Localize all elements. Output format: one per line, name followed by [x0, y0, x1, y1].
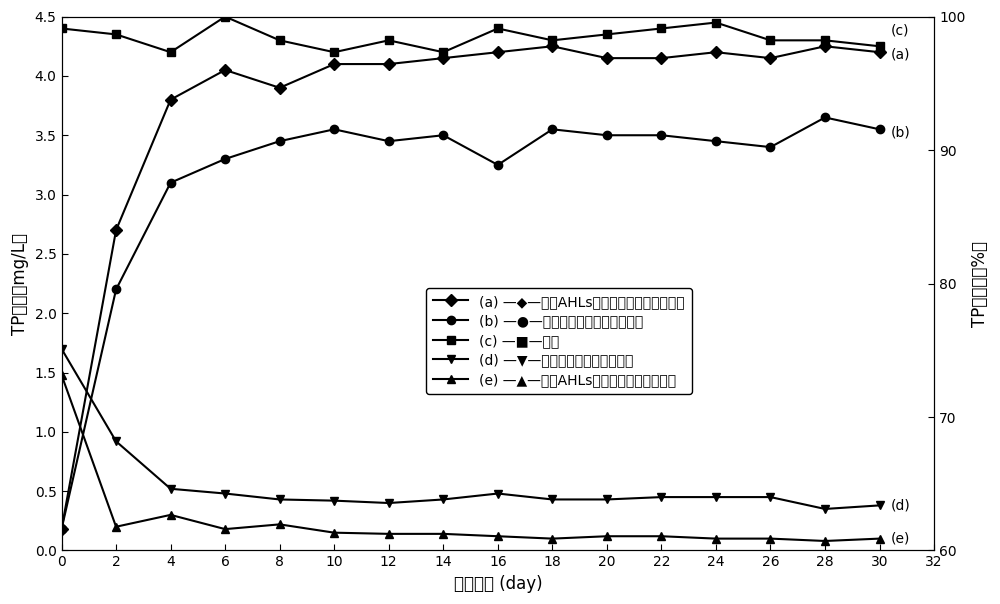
- Text: (d): (d): [890, 498, 910, 512]
- X-axis label: 运行时间 (day): 运行时间 (day): [454, 575, 542, 593]
- Y-axis label: TP浓度（mg/L）: TP浓度（mg/L）: [11, 233, 29, 335]
- Legend: (a) —◆—外添AHLs的周丛生物反应器去除率, (b) —●—普通周丛生物反应器去除率, (c) —■—进水, (d) —▼—普通周丛生物反应器出水, (e: (a) —◆—外添AHLs的周丛生物反应器去除率, (b) —●—普通周丛生物反…: [426, 288, 692, 394]
- Text: (b): (b): [890, 126, 910, 140]
- Y-axis label: TP去除率（%）: TP去除率（%）: [971, 240, 989, 327]
- Text: (e): (e): [890, 532, 910, 545]
- Text: (c): (c): [890, 24, 909, 38]
- Text: (a): (a): [890, 48, 910, 62]
